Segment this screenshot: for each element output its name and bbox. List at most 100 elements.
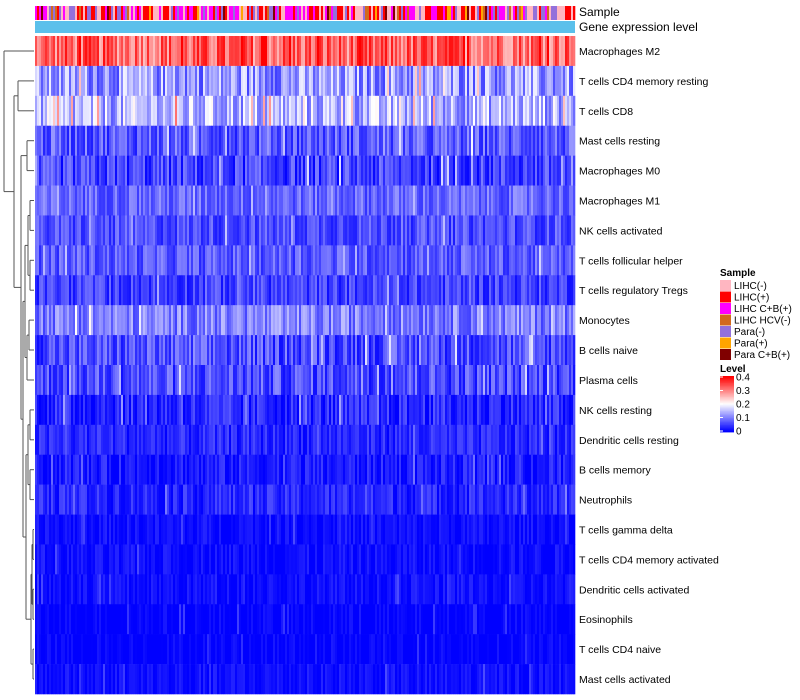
heatmap-cell xyxy=(89,95,92,127)
heatmap-cell xyxy=(543,305,546,336)
heatmap-cell xyxy=(509,215,512,246)
heatmap-cell xyxy=(399,365,402,396)
heatmap-cell xyxy=(229,125,232,156)
heatmap-cell xyxy=(227,245,230,276)
heatmap-cell xyxy=(573,275,576,306)
heatmap-cell xyxy=(207,305,210,336)
heatmap-cell xyxy=(527,185,530,216)
heatmap-cell xyxy=(107,305,110,336)
heatmap-cell xyxy=(151,394,154,426)
heatmap-cell xyxy=(121,95,124,127)
heatmap-cell xyxy=(37,65,40,97)
heatmap-cell xyxy=(353,394,356,426)
heatmap-cell xyxy=(169,155,172,186)
heatmap-cell xyxy=(97,215,100,246)
heatmap-cell xyxy=(539,514,542,545)
sample-annotation-cell xyxy=(353,6,356,20)
heatmap-cell xyxy=(411,514,414,545)
heatmap-cell xyxy=(139,394,142,426)
heatmap-cell xyxy=(135,484,138,515)
heatmap-cell xyxy=(451,394,454,426)
heatmap-cell xyxy=(343,424,346,456)
heatmap-cell xyxy=(113,305,116,336)
heatmap-cell xyxy=(529,245,532,276)
heatmap-cell xyxy=(43,424,46,456)
sample-annotation-cell xyxy=(573,6,576,20)
gene-expression-annotation-bar xyxy=(35,21,575,33)
heatmap-cell xyxy=(431,155,434,186)
heatmap-cell xyxy=(247,215,250,246)
heatmap-cell xyxy=(243,305,246,336)
heatmap-cell xyxy=(255,394,258,426)
heatmap-cell xyxy=(287,305,290,336)
heatmap-cell xyxy=(191,335,194,366)
heatmap-cell xyxy=(475,365,478,396)
heatmap-cell xyxy=(299,365,302,396)
heatmap-cell xyxy=(285,185,288,216)
heatmap-cell xyxy=(47,185,50,216)
heatmap-cell xyxy=(273,335,276,366)
heatmap-cell xyxy=(381,514,384,545)
heatmap-cell xyxy=(419,484,422,515)
heatmap-cell xyxy=(267,185,270,216)
heatmap-cell xyxy=(317,95,320,127)
heatmap-cell xyxy=(447,245,450,276)
heatmap-cell xyxy=(95,514,98,545)
heatmap-cell xyxy=(503,275,506,306)
heatmap-cell xyxy=(47,335,50,366)
heatmap-cell xyxy=(193,185,196,216)
sample-annotation-cell xyxy=(337,6,340,20)
heatmap-cell xyxy=(395,484,398,515)
heatmap-cell xyxy=(143,95,146,127)
heatmap-cell xyxy=(145,365,148,396)
heatmap-cell xyxy=(457,155,460,186)
heatmap-cell xyxy=(89,125,92,156)
heatmap-cell xyxy=(433,95,436,127)
heatmap-cell xyxy=(399,65,402,97)
heatmap-cell xyxy=(197,424,200,456)
heatmap-cell xyxy=(57,65,60,97)
heatmap-cell xyxy=(271,185,274,216)
heatmap-cell xyxy=(391,394,394,426)
heatmap-cell xyxy=(123,125,126,156)
heatmap-cell xyxy=(425,65,428,97)
heatmap-cell xyxy=(517,365,520,396)
heatmap-cell xyxy=(329,484,332,515)
heatmap-cell xyxy=(167,65,170,97)
heatmap-cell xyxy=(339,245,342,276)
heatmap-cell xyxy=(427,424,430,456)
heatmap-cell xyxy=(53,305,56,336)
heatmap-cell xyxy=(149,424,152,456)
heatmap-cell xyxy=(199,125,202,156)
heatmap-cell xyxy=(393,155,396,186)
heatmap-cell xyxy=(347,335,350,366)
heatmap-cell xyxy=(487,275,490,306)
heatmap-cell xyxy=(495,155,498,186)
heatmap-cell xyxy=(311,185,314,216)
heatmap-cell xyxy=(87,394,90,426)
heatmap-cell xyxy=(341,65,344,97)
heatmap-cell xyxy=(451,185,454,216)
heatmap-cell xyxy=(129,514,132,545)
heatmap-cell xyxy=(263,275,266,306)
heatmap-cell xyxy=(481,484,484,515)
heatmap-cell xyxy=(89,365,92,396)
heatmap-cell xyxy=(487,95,490,127)
heatmap-cell xyxy=(543,514,546,545)
heatmap-cell xyxy=(143,245,146,276)
heatmap-cell xyxy=(227,155,230,186)
heatmap-cell xyxy=(363,185,366,216)
heatmap-cell xyxy=(527,514,530,545)
heatmap-cell xyxy=(505,275,508,306)
heatmap-cell xyxy=(181,424,184,456)
sample-annotation-cell xyxy=(367,6,370,20)
heatmap-cell xyxy=(487,215,490,246)
heatmap-cell xyxy=(495,36,498,67)
heatmap-cell xyxy=(531,185,534,216)
heatmap-cell xyxy=(275,155,278,186)
heatmap-cell xyxy=(553,305,556,336)
heatmap-cell xyxy=(115,36,118,67)
heatmap-cell xyxy=(381,95,384,127)
heatmap-cell xyxy=(105,215,108,246)
heatmap-cell xyxy=(181,215,184,246)
